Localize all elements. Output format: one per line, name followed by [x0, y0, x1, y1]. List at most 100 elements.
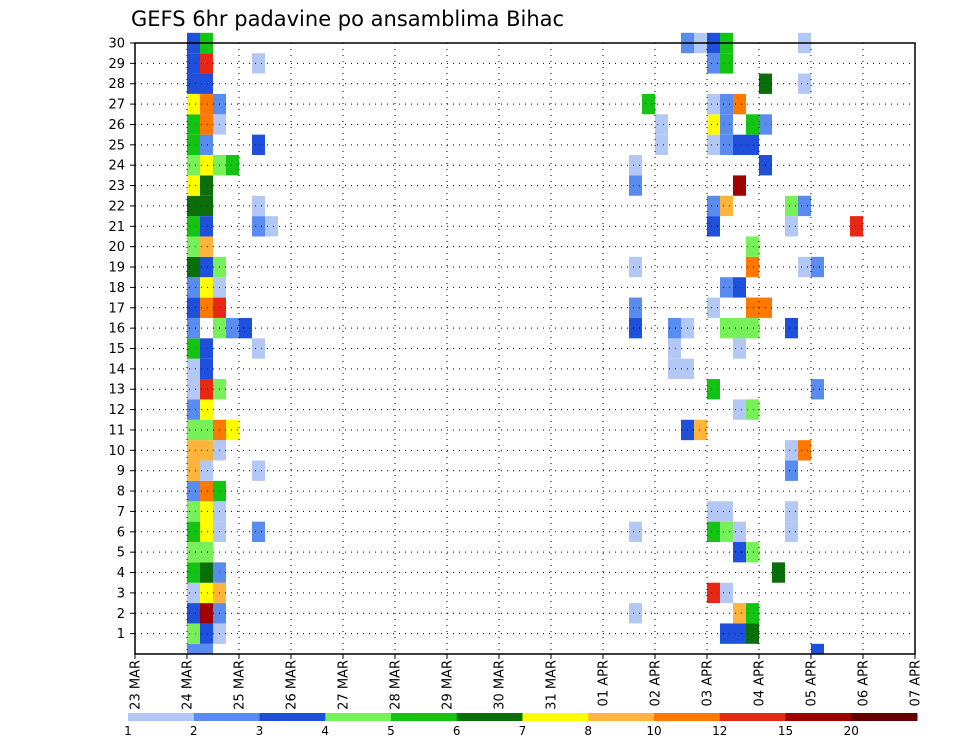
heatmap-cell — [252, 216, 265, 237]
heatmap-cell — [746, 256, 759, 278]
heatmap-cell — [733, 623, 746, 644]
heatmap-cell — [707, 53, 720, 74]
heatmap-cell — [785, 195, 798, 217]
chart-title: GEFS 6hr padavine po ansamblima Bihac — [131, 7, 564, 31]
heatmap-cell — [811, 256, 824, 278]
heatmap-cell — [187, 53, 200, 74]
heatmap-cell — [733, 541, 746, 563]
heatmap-cell — [187, 480, 200, 502]
x-tick-label: 01 APR — [597, 660, 612, 706]
x-tick-label: 02 APR — [649, 660, 664, 706]
heatmap-cell — [200, 623, 213, 644]
colorbar-swatch — [654, 713, 721, 721]
colorbar-label: 15 — [778, 724, 793, 738]
heatmap-cell — [707, 582, 720, 604]
heatmap-cell — [746, 297, 759, 318]
y-tick-label: 19 — [108, 261, 125, 276]
heatmap-cell — [187, 114, 200, 135]
heatmap-cell — [252, 134, 265, 156]
heatmap-cell — [733, 338, 746, 359]
heatmap-cell — [798, 73, 811, 94]
heatmap-cell — [187, 134, 200, 156]
heatmap-cell — [655, 134, 668, 156]
heatmap-cell — [720, 93, 733, 115]
heatmap-cell — [811, 643, 824, 654]
colorbar-swatch — [522, 713, 589, 721]
colorbar-label: 2 — [190, 724, 198, 738]
heatmap-cell — [187, 562, 200, 583]
heatmap-cell — [265, 216, 278, 237]
colorbar-label: 20 — [844, 724, 859, 738]
heatmap-cell — [200, 541, 213, 563]
heatmap-cell — [707, 297, 720, 318]
heatmap-cell — [200, 175, 213, 196]
heatmap-cell — [200, 643, 213, 654]
colorbar-label: 10 — [646, 724, 661, 738]
heatmap-cell — [200, 582, 213, 604]
heatmap-cell — [187, 175, 200, 196]
heatmap-cell — [850, 216, 863, 237]
colorbar-label: 1 — [124, 724, 132, 738]
heatmap-cell — [200, 419, 213, 441]
heatmap-cell — [785, 216, 798, 237]
heatmap-cell — [187, 236, 200, 257]
heatmap-cell — [707, 521, 720, 542]
heatmap-cell — [694, 419, 707, 441]
colorbar-legend: 1 2 3 4 5 6 7 8 10 12 15 20 — [124, 713, 918, 738]
colorbar-swatch — [325, 713, 392, 721]
y-tick-label: 24 — [108, 159, 125, 174]
heatmap-cell — [772, 562, 785, 583]
heatmap-cell — [187, 338, 200, 359]
heatmap-cell — [733, 93, 746, 115]
heatmap-cell — [187, 277, 200, 298]
heatmap-cell — [187, 541, 200, 563]
heatmap-cell — [668, 338, 681, 359]
heatmap-cell — [785, 460, 798, 481]
heatmap-cell — [200, 216, 213, 237]
heatmap-cell — [785, 317, 798, 339]
y-tick-label: 3 — [117, 586, 125, 601]
heatmap-cell — [733, 175, 746, 196]
y-tick-label: 10 — [108, 444, 125, 459]
heatmap-cell — [200, 236, 213, 257]
heatmap-cell — [707, 379, 720, 400]
y-tick-label: 2 — [117, 607, 125, 622]
y-tick-label: 29 — [108, 57, 125, 72]
colorbar-label: 5 — [387, 724, 395, 738]
heatmap-cell — [187, 460, 200, 481]
y-tick-label: 6 — [117, 525, 125, 540]
y-tick-label: 14 — [108, 362, 125, 377]
heatmap-cell — [733, 521, 746, 542]
y-tick-label: 23 — [108, 179, 125, 194]
y-tick-label: 17 — [108, 301, 125, 316]
heatmap-cell — [200, 480, 213, 502]
x-tick-label: 28 MAR — [389, 660, 404, 710]
heatmap-cell — [707, 501, 720, 522]
x-tick-label: 03 APR — [701, 660, 716, 706]
heatmap-cell — [200, 73, 213, 94]
heatmap-cell — [798, 256, 811, 278]
y-tick-label: 21 — [108, 220, 125, 235]
heatmap-cell — [707, 134, 720, 156]
heatmap-cell — [187, 93, 200, 115]
x-tick-label: 07 APR — [909, 660, 924, 706]
y-tick-label: 18 — [108, 281, 125, 296]
y-tick-label: 28 — [108, 77, 125, 92]
y-tick-label: 5 — [117, 546, 125, 561]
heatmap-cell — [187, 501, 200, 522]
heatmap-cell — [200, 338, 213, 359]
heatmap-cell — [720, 134, 733, 156]
heatmap-cell — [629, 603, 642, 624]
x-tick-label: 23 MAR — [129, 660, 144, 710]
heatmap-cell — [720, 53, 733, 74]
heatmap-cell — [187, 582, 200, 604]
heatmap-cell — [811, 379, 824, 400]
heatmap-cell — [200, 562, 213, 583]
heatmap-cell — [720, 195, 733, 217]
heatmap-cell — [187, 297, 200, 318]
heatmap-cell — [746, 236, 759, 257]
heatmap-cell — [200, 277, 213, 298]
heatmap-cell — [733, 603, 746, 624]
heatmap-cell — [252, 521, 265, 542]
